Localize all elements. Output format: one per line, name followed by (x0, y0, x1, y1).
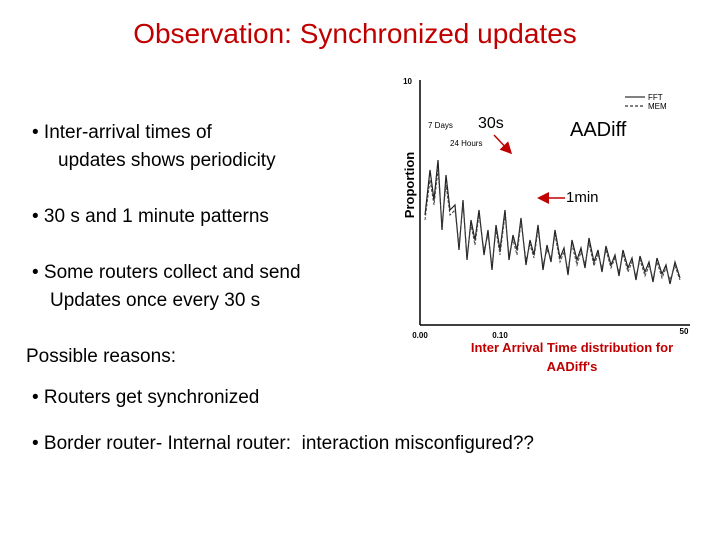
period-label: 7 Days (428, 121, 453, 130)
bullet: updates shows periodicity (58, 150, 276, 171)
y-tick-label: 10 (403, 77, 412, 86)
legend-label: FFT (648, 93, 663, 102)
reason: • Border router- Internal router: intera… (32, 433, 534, 454)
bullet: • 30 s and 1 minute patterns (32, 206, 269, 227)
reasons-heading: Possible reasons: (26, 346, 176, 367)
callout: 1min (566, 189, 599, 206)
caption: AADiff's (547, 359, 598, 374)
slide-title: Observation: Synchronized updates (133, 18, 577, 49)
bullet: • Inter-arrival times of (32, 122, 212, 143)
mem-curve (424, 169, 681, 282)
x-tick-label: 0.10 (492, 331, 508, 340)
reason: • Routers get synchronized (32, 387, 260, 408)
x-tick-label: 50 (680, 327, 689, 336)
bullet: Updates once every 30 s (50, 290, 261, 311)
callout-arrow (493, 134, 513, 155)
fft-curve (424, 159, 681, 285)
x-tick-label: 0.00 (412, 331, 428, 340)
callout: 30s (478, 115, 504, 132)
caption: Inter Arrival Time distribution for (471, 340, 673, 355)
y-axis-label: Proportion (402, 152, 417, 218)
period-label: 24 Hours (450, 139, 482, 148)
callout: AADiff (570, 119, 627, 141)
legend-label: MEM (648, 102, 667, 111)
bullet: • Some routers collect and send (32, 262, 301, 283)
